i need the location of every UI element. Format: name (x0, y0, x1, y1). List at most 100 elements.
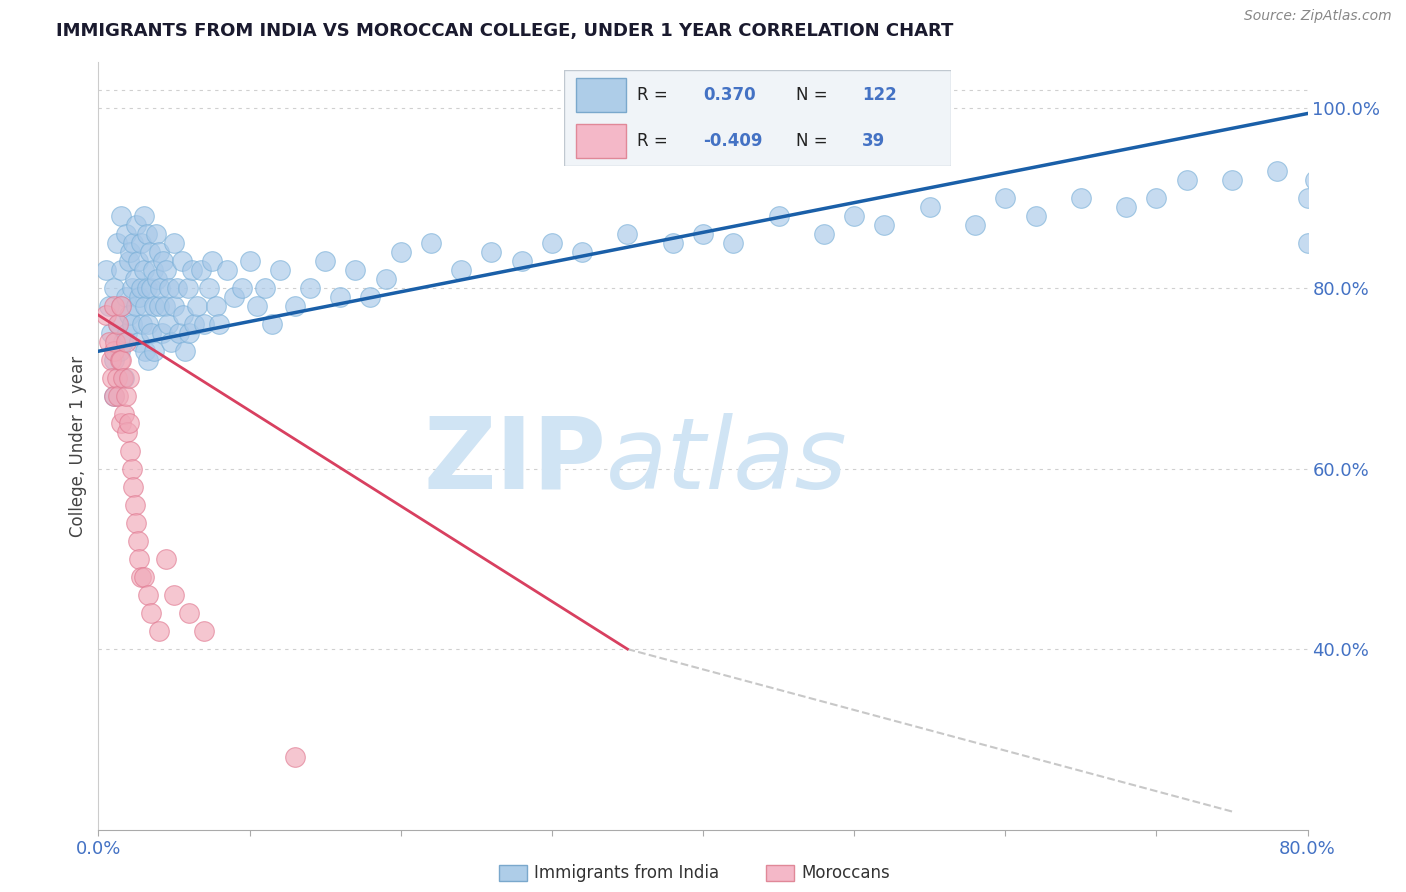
Point (103, 281, 125, 295)
Point (239, 254, 262, 268)
Point (118, 254, 141, 268)
Text: IMMIGRANTS FROM INDIA VS MOROCCAN COLLEGE, UNDER 1 YEAR CORRELATION CHART: IMMIGRANTS FROM INDIA VS MOROCCAN COLLEG… (56, 22, 953, 40)
Point (269, 263, 291, 277)
Point (114, 389, 136, 403)
Point (344, 263, 367, 277)
Point (125, 218, 148, 232)
Point (1296, 191, 1319, 205)
Point (159, 281, 181, 295)
Point (193, 317, 215, 331)
Point (98, 299, 121, 313)
Point (190, 263, 212, 277)
Point (246, 299, 269, 313)
Point (112, 408, 135, 422)
Point (104, 335, 127, 350)
Point (100, 326, 122, 341)
Point (389, 244, 412, 259)
Point (193, 624, 215, 638)
Point (155, 551, 177, 566)
Text: Moroccans: Moroccans (801, 864, 890, 882)
Point (262, 317, 284, 331)
Point (1144, 191, 1167, 205)
Point (121, 461, 143, 475)
Point (118, 371, 141, 385)
Point (360, 290, 382, 304)
Point (127, 254, 149, 268)
Point (150, 326, 173, 341)
Point (100, 353, 122, 368)
Point (124, 498, 146, 512)
Point (481, 244, 503, 259)
Point (142, 263, 165, 277)
Point (1175, 173, 1198, 187)
Point (167, 326, 190, 341)
Point (374, 272, 396, 286)
Point (965, 218, 987, 232)
Point (1220, 173, 1243, 187)
Point (540, 235, 562, 250)
Point (146, 272, 169, 286)
Point (141, 606, 163, 620)
Point (132, 570, 155, 584)
Point (135, 281, 157, 295)
Point (156, 317, 179, 331)
Point (103, 299, 125, 313)
Point (111, 371, 134, 385)
Point (136, 353, 159, 368)
Point (299, 281, 322, 295)
Point (1319, 154, 1341, 169)
Point (110, 209, 132, 223)
Point (1267, 163, 1289, 178)
Point (128, 290, 150, 304)
Point (135, 227, 157, 241)
Point (141, 326, 163, 341)
Point (136, 588, 159, 602)
Point (176, 281, 198, 295)
Point (128, 551, 150, 566)
Point (450, 263, 472, 277)
Point (616, 227, 638, 241)
Point (163, 588, 186, 602)
Point (231, 281, 253, 295)
Point (114, 335, 136, 350)
Point (120, 443, 142, 458)
Point (571, 244, 593, 259)
Point (420, 235, 443, 250)
Point (108, 344, 131, 359)
Point (723, 235, 745, 250)
Point (94, 308, 117, 322)
Point (141, 281, 163, 295)
Point (111, 335, 134, 350)
Point (160, 335, 183, 350)
Point (118, 417, 141, 431)
Text: Source: ZipAtlas.com: Source: ZipAtlas.com (1244, 9, 1392, 23)
Point (103, 389, 125, 403)
Point (128, 335, 150, 350)
Point (179, 326, 201, 341)
Point (129, 570, 152, 584)
Point (661, 235, 683, 250)
Point (132, 209, 155, 223)
Point (114, 290, 136, 304)
Point (94, 263, 117, 277)
Point (103, 344, 125, 359)
Point (118, 308, 141, 322)
Point (253, 281, 276, 295)
Point (110, 353, 132, 368)
Point (163, 299, 186, 313)
Text: ZIP: ZIP (423, 413, 606, 510)
Point (215, 263, 238, 277)
Point (129, 235, 152, 250)
Point (918, 200, 941, 214)
Point (107, 317, 129, 331)
Point (1024, 209, 1046, 223)
Point (201, 254, 224, 268)
Point (1312, 209, 1334, 223)
Point (314, 254, 336, 268)
Point (692, 227, 714, 241)
Point (115, 425, 138, 440)
Point (1296, 235, 1319, 250)
Point (152, 254, 174, 268)
Point (107, 389, 129, 403)
Point (813, 227, 835, 241)
